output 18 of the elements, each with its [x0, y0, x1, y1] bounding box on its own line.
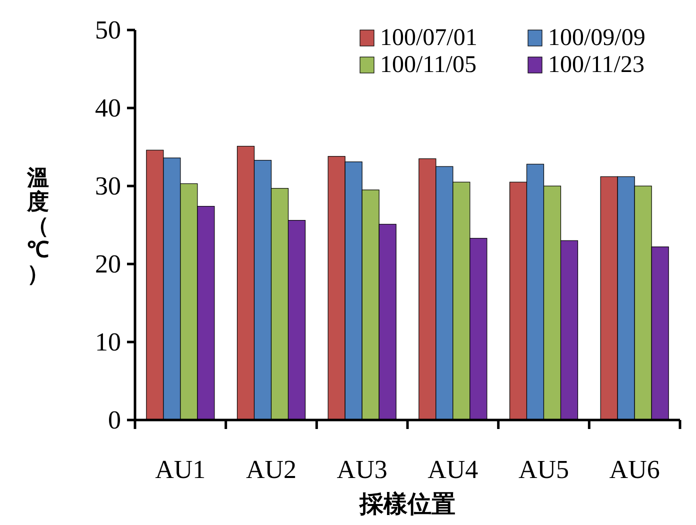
y-tick-label: 10 [95, 328, 121, 356]
y-tick-label: 40 [95, 94, 121, 122]
y-tick-label: 20 [95, 250, 121, 278]
x-tick-label: AU6 [609, 455, 660, 484]
y-tick-label: 30 [95, 172, 121, 200]
legend-label: 100/11/23 [548, 52, 644, 78]
y-axis-title: 溫度（℃） [26, 164, 49, 286]
legend-label: 100/11/05 [380, 52, 476, 78]
x-axis-title: 採樣位置 [358, 491, 456, 518]
y-tick-label: 0 [108, 406, 121, 434]
y-tick-label: 50 [95, 16, 121, 44]
x-tick-label: AU1 [155, 455, 206, 484]
legend-label: 100/07/01 [380, 25, 478, 51]
x-tick-label: AU3 [336, 455, 388, 484]
x-tick-label: AU2 [246, 455, 297, 484]
x-tick-label: AU4 [428, 455, 478, 484]
legend-label: 100/09/09 [548, 25, 646, 51]
x-tick-label: AU5 [518, 455, 570, 484]
